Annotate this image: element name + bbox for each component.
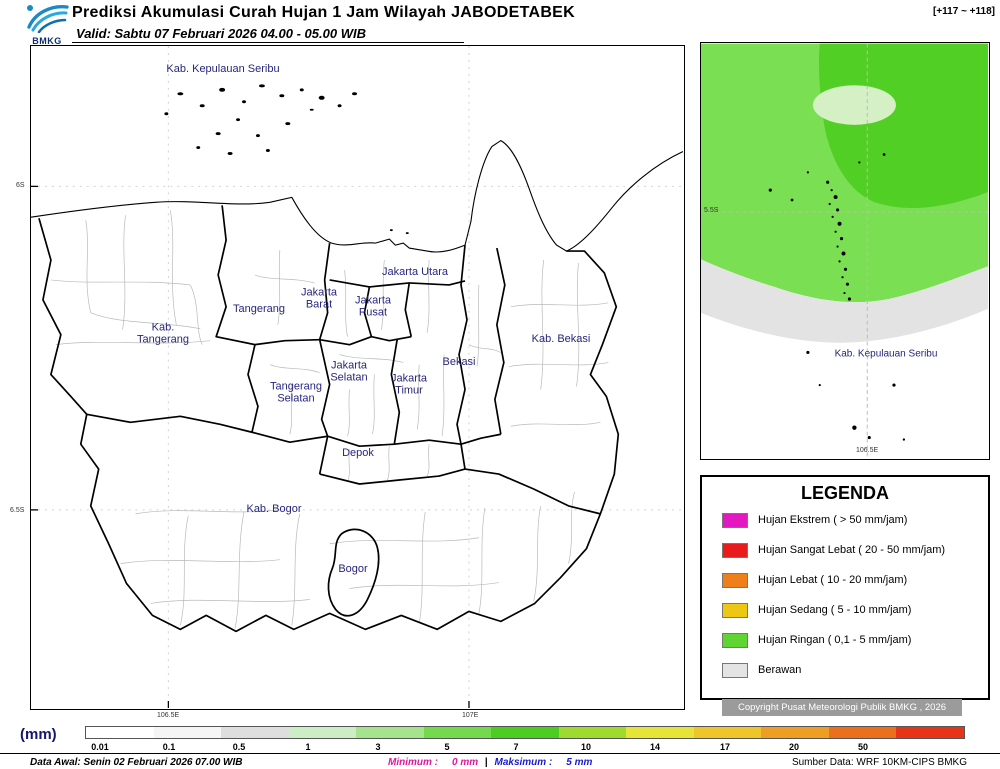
legend-label-berawan: Berawan [758, 664, 802, 676]
colorbar-tick: 0.1 [162, 742, 176, 752]
colorbar-tick: 0.5 [232, 742, 246, 752]
footer-divider [0, 753, 1000, 754]
region-label-depok: Depok [342, 446, 374, 459]
colorbar-tick: 0.01 [91, 742, 109, 752]
colorbar-segment [761, 727, 829, 738]
page-title: Prediksi Akumulasi Curah Hujan 1 Jam Wil… [72, 4, 576, 21]
axis-label-lon-right: 107E [462, 712, 479, 719]
valid-line: Valid: Sabtu 07 Februari 2026 04.00 - 05… [76, 26, 366, 41]
region-label-tangerang-selatan: Tangerang Selatan [270, 380, 322, 405]
colorbar-segment [491, 727, 559, 738]
axis-label-lat-bottom: 6.5S [10, 507, 25, 514]
inset-region-label: Kab. Kepulauan Seribu [834, 348, 938, 360]
colorbar-segment [896, 727, 964, 738]
colorbar-segment [693, 727, 762, 738]
colorbar-tick: 14 [649, 742, 661, 752]
legend-title: LEGENDA [800, 483, 889, 503]
legend-swatch-hujan-ringan [722, 633, 748, 648]
legend-swatch-hujan-sedang [722, 603, 748, 618]
region-boundaries [38, 205, 620, 633]
inset-axis-lon: 106.5E [856, 447, 879, 454]
legend-label-hujan-sangat-lebat: Hujan Sangat Lebat ( 20 - 50 mm/jam) [758, 544, 946, 556]
inset-graticule [701, 43, 988, 458]
colorbar-tick: 3 [375, 742, 381, 752]
rain-pale-patch [812, 85, 896, 125]
colorbar-tick: 17 [719, 742, 731, 752]
maksimum-value: 5 mm [566, 757, 593, 768]
region-label-jakarta-barat: Jakarta Barat [300, 286, 338, 311]
region-label-kab-bekasi: Kab. Bekasi [531, 332, 591, 345]
legend-label-hujan-sedang: Hujan Sedang ( 5 - 10 mm/jam) [758, 604, 912, 616]
region-label-jakarta-selatan: Jakarta Selatan [330, 359, 368, 384]
bmkg-logo-text: BMKG [32, 36, 62, 46]
region-label-tangerang: Tangerang [233, 302, 285, 315]
colorbar-tick: 50 [857, 742, 869, 752]
bmkg-logo: BMKG [24, 1, 70, 46]
maksimum-label: Maksimum : [494, 757, 553, 768]
main-map: Kab. Kepulauan Seribu Tangerang Kab. Tan… [30, 45, 685, 710]
cloudy-area [701, 259, 988, 343]
islands [164, 84, 409, 235]
legend-label-hujan-ringan: Hujan Ringan ( 0,1 - 5 mm/jam) [758, 634, 912, 646]
colorbar-tick: 20 [788, 742, 800, 752]
legend-label-hujan-lebat: Hujan Lebat ( 10 - 20 mm/jam) [758, 574, 908, 586]
legend-label-hujan-ekstrem: Hujan Ekstrem ( > 50 mm/jam) [758, 514, 908, 526]
inset-islands [768, 153, 906, 441]
region-label-bekasi: Bekasi [442, 355, 476, 368]
copyright-bar: Copyright Pusat Meteorologi Publik BMKG … [722, 699, 962, 716]
colorbar-segment [288, 727, 357, 738]
colorbar-segment [86, 727, 154, 738]
graticule-lines [31, 46, 683, 708]
colorbar [85, 726, 965, 739]
axis-label-lon-left: 106.5E [157, 712, 180, 719]
colorbar-segment [626, 727, 694, 738]
min-max-text: Minimum : 0 mm | Maksimum : 5 mm [388, 757, 592, 768]
colorbar-segment [153, 727, 222, 738]
colorbar-segment [423, 727, 492, 738]
axis-label-lat-top: 6S [16, 182, 25, 189]
inset-map: Kab. Kepulauan Seribu 5.5S 106.5E [700, 42, 990, 460]
coastline [30, 139, 684, 253]
main-map-svg [30, 46, 684, 708]
region-label-kab-kepulauan-seribu: Kab. Kepulauan Seribu [166, 62, 280, 75]
colorbar-segment [356, 727, 424, 738]
legend-swatch-hujan-sangat-lebat [722, 543, 748, 558]
bmkg-logo-icon [27, 5, 69, 34]
colorbar-unit: (mm) [20, 726, 57, 743]
sumber-data-text: Sumber Data: WRF 10KM-CIPS BMKG [791, 757, 967, 768]
region-label-kab-bogor: Kab. Bogor [246, 502, 302, 515]
forecast-hour-range: [+117 ~ +118] [932, 6, 995, 17]
minimum-label: Minimum : [388, 757, 438, 768]
region-label-kab-tangerang: Kab. Tangerang [137, 321, 189, 346]
colorbar-tick: 1 [305, 742, 311, 752]
minmax-separator: | [484, 757, 488, 768]
colorbar-segment [221, 727, 289, 738]
colorbar-tick: 10 [580, 742, 592, 752]
colorbar-tick: 7 [513, 742, 519, 752]
colorbar-tick: 5 [444, 742, 450, 752]
legend-swatch-hujan-lebat [722, 573, 748, 588]
region-label-jakarta-timur: Jakarta Timur [390, 372, 428, 397]
region-label-jakarta-pusat: Jakarta Pusat [354, 294, 392, 319]
data-awal-text: Data Awal: Senin 02 Februari 2026 07.00 … [30, 757, 243, 768]
colorbar-segment [828, 727, 897, 738]
colorbar-segment [558, 727, 627, 738]
minimum-value: 0 mm [452, 757, 479, 768]
rain-bright-area [819, 43, 988, 209]
legend-panel: LEGENDA Hujan Ekstrem ( > 50 mm/jam) Huj… [700, 475, 990, 700]
legend-swatch-hujan-ekstrem [722, 513, 748, 528]
header-divider [72, 42, 464, 43]
frame-ticks [31, 185, 470, 708]
region-label-jakarta-utara: Jakarta Utara [381, 265, 449, 278]
inset-axis-lat: 5.5S [704, 207, 719, 214]
district-boundaries [50, 210, 609, 629]
region-label-bogor: Bogor [338, 562, 368, 575]
inset-map-svg [701, 43, 988, 458]
legend-swatch-berawan [722, 663, 748, 678]
